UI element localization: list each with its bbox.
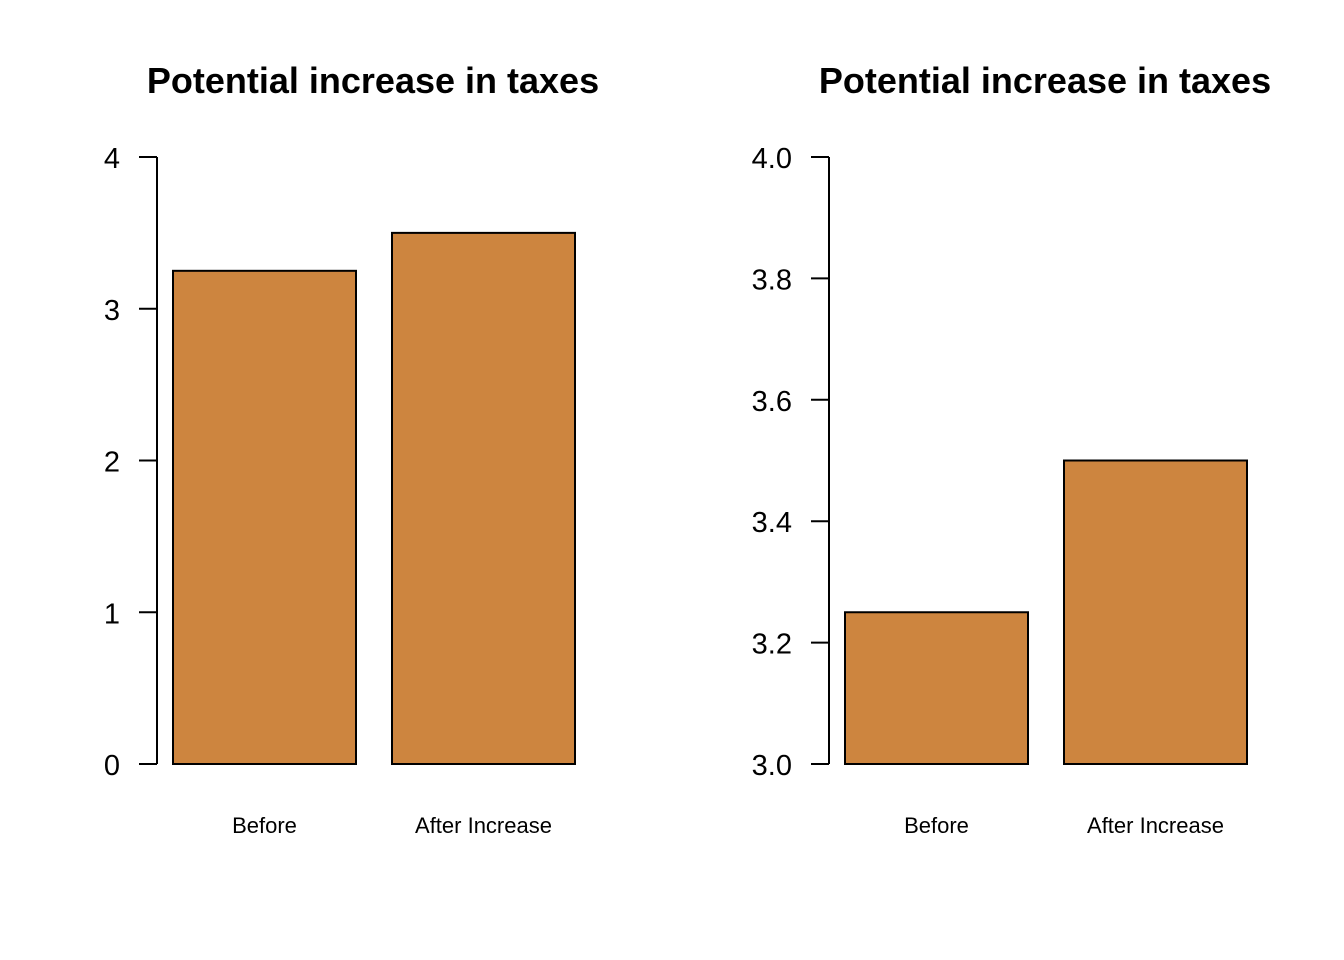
right-x-category-label: After Increase bbox=[1087, 813, 1224, 838]
left-bar-before bbox=[172, 269, 357, 765]
right-y-tick-label: 3.8 bbox=[752, 264, 792, 296]
left-y-tick-label: 0 bbox=[104, 750, 120, 782]
right-y-tick-label: 3.0 bbox=[752, 750, 792, 782]
right-x-category-label: Before bbox=[904, 813, 969, 838]
left-y-tick-label: 2 bbox=[104, 447, 120, 479]
right-chart-panel: Potential increase in taxes 3.0 3.2 3.4 3.6… bbox=[752, 60, 1271, 838]
right-y-tick-label: 3.4 bbox=[752, 507, 792, 539]
right-bar-after-increase bbox=[1063, 459, 1248, 765]
left-bar-after-increase bbox=[391, 231, 576, 765]
right-chart-title: Potential increase in taxes bbox=[819, 60, 1271, 101]
right-y-tick-label: 4.0 bbox=[752, 143, 792, 175]
right-y-tick-label: 3.2 bbox=[752, 629, 792, 661]
left-y-tick-label: 4 bbox=[104, 143, 120, 175]
left-chart-title: Potential increase in taxes bbox=[147, 60, 599, 101]
left-chart-panel: Potential increase in taxes 0 1 2 3 4 Before A… bbox=[104, 60, 599, 838]
left-x-category-label: After Increase bbox=[415, 813, 552, 838]
right-bar-before bbox=[844, 611, 1029, 765]
right-y-tick-label: 3.6 bbox=[752, 386, 792, 418]
left-y-tick-label: 1 bbox=[104, 598, 120, 630]
left-y-tick-label: 3 bbox=[104, 295, 120, 327]
left-x-category-label: Before bbox=[232, 813, 297, 838]
